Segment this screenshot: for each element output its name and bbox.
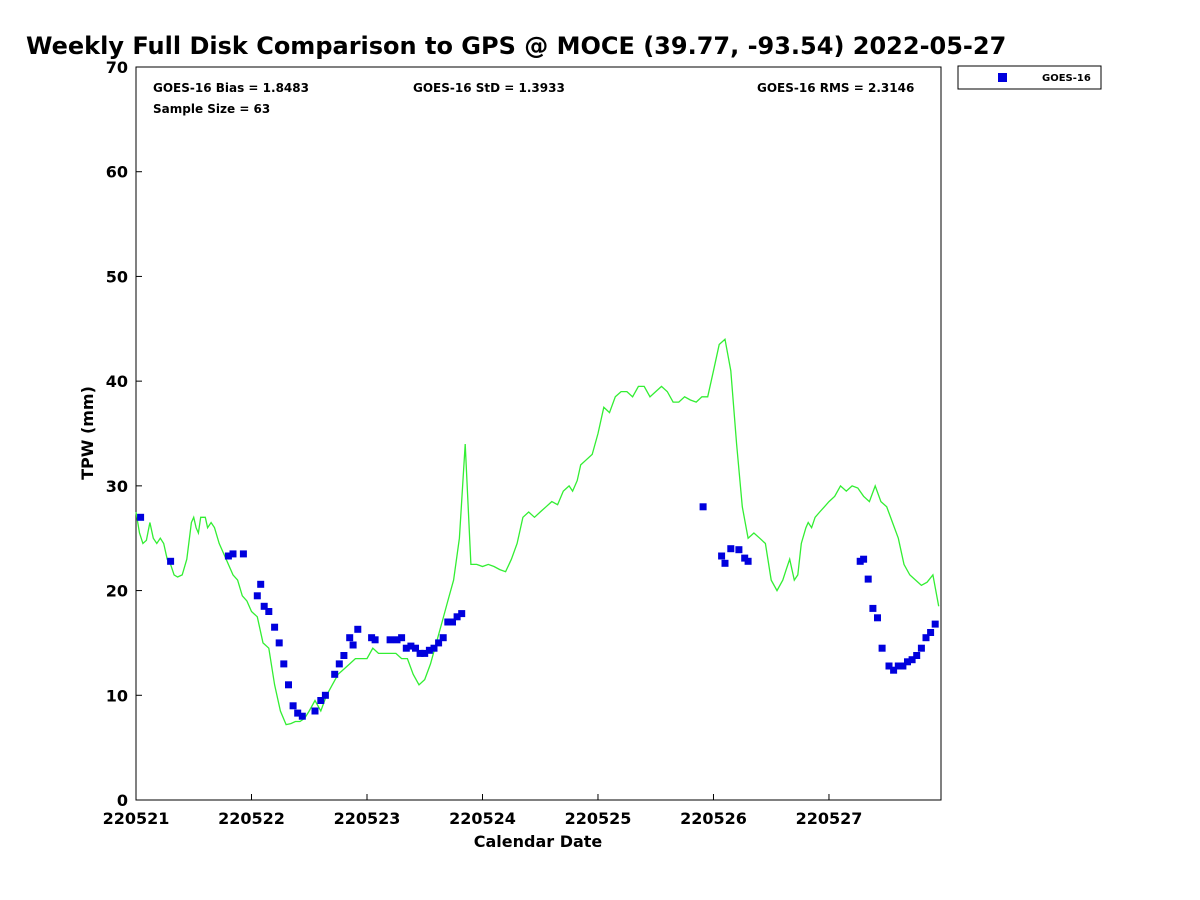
goes16-point (393, 636, 401, 644)
goes16-point (407, 642, 415, 650)
goes16-point (229, 550, 237, 558)
goes16-point (890, 666, 898, 674)
goes16-point (430, 644, 438, 652)
goes16-point (346, 634, 354, 642)
x-tick-label: 220524 (449, 809, 516, 828)
goes16-point (922, 634, 930, 642)
goes16-point (458, 610, 466, 618)
goes16-point (721, 559, 729, 567)
goes16-point (260, 602, 268, 610)
goes16-point (280, 660, 288, 668)
goes16-point (335, 660, 343, 668)
y-tick-label: 0 (117, 791, 128, 810)
goes16-point (317, 697, 325, 704)
goes16-point (874, 614, 881, 622)
legend-box (957, 65, 1102, 90)
goes16-point (265, 608, 273, 615)
goes16-point (449, 618, 456, 626)
rms-stat: GOES-16 RMS = 2.3146 (757, 81, 914, 95)
goes16-point (298, 712, 306, 720)
goes16-point (425, 646, 433, 654)
goes16-point (421, 649, 429, 657)
goes16-point (904, 658, 911, 666)
y-tick-label: 40 (106, 372, 128, 391)
goes16-point (444, 618, 452, 626)
goes16-point (412, 644, 419, 652)
x-axis-label: Calendar Date (474, 832, 603, 851)
goes16-point (275, 639, 283, 647)
goes16-point (402, 644, 410, 652)
goes16-point (285, 681, 292, 689)
x-tick-label: 220523 (334, 809, 401, 828)
goes16-point (311, 707, 319, 715)
goes16-point (354, 625, 362, 633)
goes16-point (917, 644, 925, 652)
goes16-point (321, 691, 329, 699)
gps-series-line (135, 338, 940, 726)
sample-size-stat: Sample Size = 63 (153, 102, 270, 116)
goes16-point (289, 702, 297, 710)
plot-area (135, 66, 942, 801)
y-tick-label: 10 (106, 686, 128, 705)
x-tick-label: 220522 (218, 809, 285, 828)
goes16-point (439, 634, 447, 642)
goes16-point (453, 613, 461, 621)
goes16-point (878, 644, 886, 652)
goes16-point (349, 641, 357, 649)
goes16-point (435, 639, 443, 647)
x-tick-label: 220525 (565, 809, 632, 828)
bias-stat: GOES-16 Bias = 1.8483 (153, 81, 309, 95)
goes16-point (899, 662, 907, 670)
y-axis-label: TPW (mm) (78, 386, 97, 480)
goes16-point (398, 634, 406, 642)
y-tick-label: 60 (106, 163, 128, 182)
goes16-point (167, 557, 175, 565)
x-tick-label: 220521 (103, 809, 170, 828)
goes16-point (239, 550, 247, 558)
goes16-point (224, 552, 232, 560)
y-axis-ticks: 0 10 20 30 40 50 60 70 (106, 58, 142, 810)
goes16-point (744, 557, 752, 565)
goes16-point (894, 662, 902, 670)
y-tick-label: 50 (106, 267, 128, 286)
legend-marker-goes16 (998, 73, 1007, 82)
goes16-point (699, 503, 707, 511)
goes16-point (869, 604, 877, 612)
std-stat: GOES-16 StD = 1.3933 (413, 81, 565, 95)
x-axis-ticks: 220521 220522 220523 220524 220525 220526 2205… (103, 794, 863, 828)
goes16-series-points (137, 503, 939, 720)
goes16-point (294, 709, 302, 717)
goes16-point (371, 636, 379, 644)
goes16-point (416, 649, 424, 657)
goes16-point (257, 580, 265, 588)
y-tick-label: 20 (106, 582, 128, 601)
goes16-point (718, 552, 726, 560)
goes16-point (735, 546, 743, 554)
y-tick-label: 70 (106, 58, 128, 77)
x-tick-label: 220527 (796, 809, 863, 828)
legend: GOES-16 (957, 65, 1102, 90)
goes16-point (864, 575, 872, 583)
goes16-point (253, 592, 261, 600)
goes16-point (331, 670, 339, 678)
goes16-point (927, 629, 935, 636)
goes16-point (885, 662, 893, 670)
goes16-point (137, 513, 145, 521)
y-tick-label: 30 (106, 477, 128, 496)
goes16-point (913, 652, 921, 659)
goes16-point (386, 636, 394, 644)
x-tick-label: 220526 (680, 809, 747, 828)
goes16-point (340, 652, 348, 659)
chart-title: Weekly Full Disk Comparison to GPS @ MOC… (26, 32, 1006, 60)
legend-label-goes16: GOES-16 (1042, 73, 1091, 84)
goes16-point (860, 555, 868, 563)
goes16-point (908, 656, 916, 664)
goes16-point (271, 623, 279, 631)
goes16-point (931, 620, 939, 628)
goes16-point (727, 545, 735, 553)
